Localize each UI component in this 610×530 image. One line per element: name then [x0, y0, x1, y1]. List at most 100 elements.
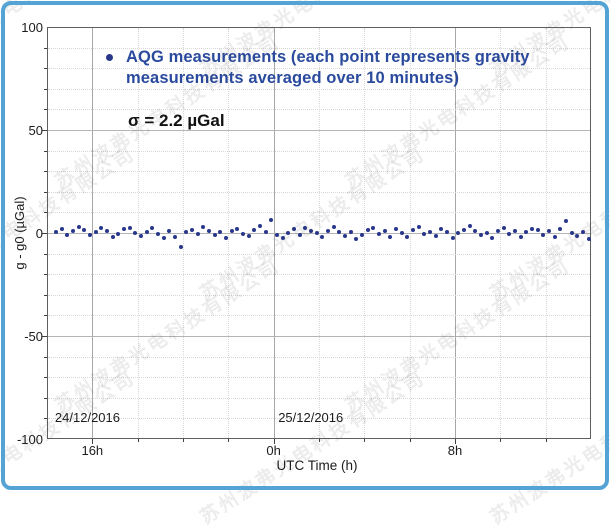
scatter-point	[65, 232, 70, 237]
scatter-point	[428, 230, 433, 235]
scatter-point	[331, 225, 336, 230]
scatter-point	[292, 227, 297, 232]
y-tick-label: 50	[28, 123, 43, 138]
scatter-point	[303, 225, 308, 230]
scatter-point	[394, 227, 399, 232]
y-tick-mark	[44, 88, 47, 90]
legend-label: AQG measurements (each point represents …	[126, 47, 530, 89]
gridline-horizontal	[48, 47, 590, 49]
scatter-point	[246, 234, 251, 239]
scatter-point	[201, 225, 206, 230]
scatter-point	[569, 230, 574, 235]
scatter-point	[382, 229, 387, 234]
scatter-point	[456, 231, 461, 236]
scatter-point	[252, 228, 257, 233]
y-tick-mark	[44, 377, 47, 379]
scatter-point	[501, 226, 506, 231]
scatter-point	[558, 227, 563, 232]
scatter-point	[326, 228, 331, 233]
x-tick-mark	[409, 439, 411, 442]
scatter-point	[405, 235, 410, 240]
legend-marker-icon	[106, 54, 113, 61]
scatter-point	[513, 228, 518, 233]
x-tick-mark	[319, 439, 320, 442]
scatter-point	[490, 235, 495, 240]
scatter-point	[122, 227, 127, 232]
gridline-horizontal	[48, 253, 590, 255]
y-tick-mark	[42, 336, 47, 337]
scatter-point	[411, 228, 416, 233]
x-tick-mark	[183, 439, 184, 442]
scatter-point	[93, 230, 98, 235]
scatter-point	[218, 229, 223, 234]
y-tick-mark	[42, 233, 47, 234]
scatter-point	[127, 225, 132, 230]
legend-label-line2: measurements averaged over 10 minutes)	[126, 69, 460, 87]
scatter-point	[241, 231, 246, 236]
y-tick-mark	[44, 191, 47, 193]
scatter-point	[535, 228, 540, 233]
scatter-point	[309, 229, 314, 234]
scatter-point	[462, 227, 467, 232]
scatter-point	[365, 227, 370, 232]
scatter-point	[184, 230, 189, 235]
scatter-point	[507, 232, 512, 237]
scatter-point	[530, 226, 535, 231]
scatter-point	[473, 229, 478, 234]
scatter-point	[76, 224, 81, 229]
scatter-point	[581, 229, 586, 234]
scatter-point	[518, 234, 523, 239]
y-tick-label: -100	[16, 432, 43, 447]
scatter-point	[269, 218, 274, 223]
scatter-point	[229, 229, 234, 234]
y-tick-mark	[44, 315, 47, 317]
x-tick-mark	[228, 439, 230, 442]
scatter-point	[99, 226, 104, 231]
scatter-point	[161, 236, 166, 241]
scatter-point	[377, 232, 382, 237]
scatter-point	[54, 229, 59, 234]
scatter-point	[71, 228, 76, 233]
legend: AQG measurements (each point represents …	[106, 47, 530, 89]
scatter-point	[422, 232, 427, 237]
scatter-point	[564, 218, 569, 223]
x-tick-label: 0h	[266, 443, 281, 458]
scatter-point	[235, 226, 240, 231]
scatter-point	[360, 232, 365, 237]
x-tick-mark	[364, 439, 366, 442]
scatter-point	[156, 231, 161, 236]
scatter-point	[337, 230, 342, 235]
scatter-point	[496, 228, 501, 233]
scatter-point	[133, 230, 138, 235]
sigma-annotation: σ = 2.2 µGal	[128, 111, 225, 130]
scatter-point	[416, 225, 421, 230]
x-tick-mark	[455, 439, 456, 444]
scatter-point	[297, 233, 302, 238]
scatter-point	[173, 234, 178, 239]
gridline-horizontal	[48, 274, 590, 276]
scatter-point	[547, 229, 552, 234]
scatter-point	[484, 230, 489, 235]
scatter-point	[59, 226, 64, 231]
date-label: 25/12/2016	[278, 410, 344, 425]
x-axis-label: UTC Time (h)	[276, 458, 358, 473]
y-tick-mark	[44, 68, 47, 70]
scatter-point	[275, 232, 280, 237]
gridline-horizontal	[48, 212, 590, 214]
gridline-horizontal	[48, 294, 590, 296]
scatter-point	[110, 235, 115, 240]
x-tick-mark	[545, 439, 547, 442]
scatter-point	[320, 234, 325, 239]
scatter-point	[479, 233, 484, 238]
y-tick-mark	[44, 253, 47, 255]
y-tick-label: 0	[35, 226, 43, 241]
scatter-point	[348, 229, 353, 234]
scatter-point	[541, 232, 546, 237]
gridline-horizontal	[48, 150, 590, 152]
x-tick-mark	[92, 439, 94, 444]
gridline-horizontal	[48, 233, 590, 234]
gridline-horizontal	[48, 130, 590, 131]
gridline-horizontal	[48, 191, 590, 193]
scatter-point	[212, 233, 217, 238]
x-tick-mark	[273, 439, 275, 444]
